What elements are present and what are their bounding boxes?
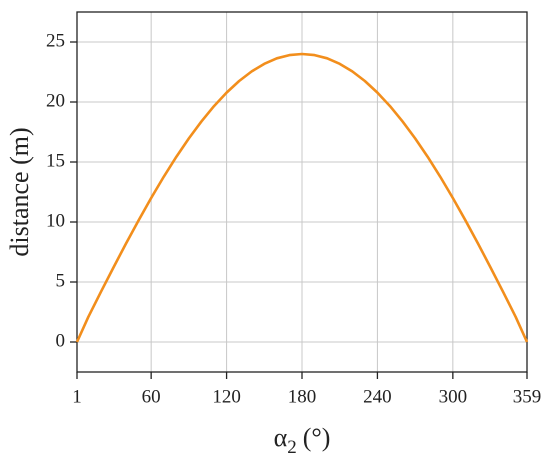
x-label-symbol: α <box>274 423 288 452</box>
line-series <box>75 52 529 343</box>
x-tick-label: 60 <box>142 386 161 407</box>
y-axis-label: distance (m) <box>5 127 34 256</box>
x-tick-label: 240 <box>363 386 392 407</box>
x-tick-label: 120 <box>212 386 241 407</box>
x-label-unit: (°) <box>303 423 331 452</box>
y-tick-label: 0 <box>56 330 66 351</box>
y-tick-label: 10 <box>46 210 65 231</box>
y-tick-label: 5 <box>56 270 66 291</box>
x-tick-label: 300 <box>439 386 468 407</box>
grid <box>76 12 528 372</box>
x-tick-label: 1 <box>72 386 82 407</box>
x-tick-label: 180 <box>288 386 317 407</box>
x-label-subscript: 2 <box>287 437 297 458</box>
y-tick-label: 20 <box>46 90 65 111</box>
y-tick-label: 25 <box>46 30 65 51</box>
x-tick-label: 359 <box>513 386 542 407</box>
x-axis-label: α2 (°) <box>274 423 331 458</box>
y-tick-label: 15 <box>46 150 65 171</box>
